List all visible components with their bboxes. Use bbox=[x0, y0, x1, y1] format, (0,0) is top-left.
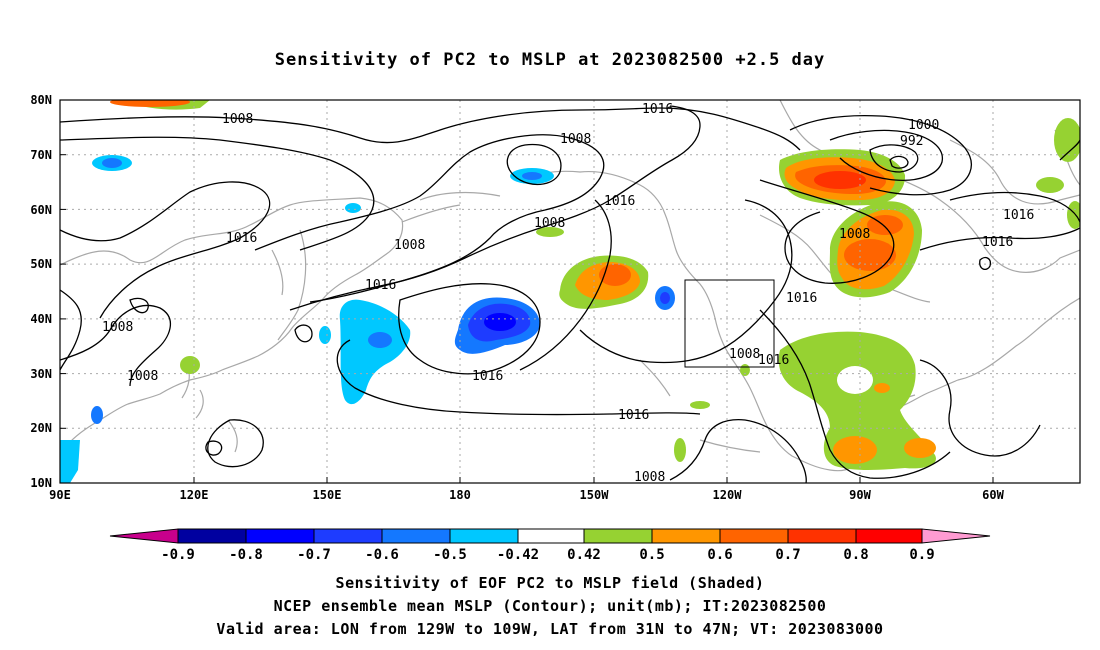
colorbar-swatch bbox=[719, 528, 789, 544]
lat-label: 50N bbox=[30, 257, 52, 271]
chart-title: Sensitivity of PC2 to MSLP at 2023082500… bbox=[274, 50, 826, 70]
colorbar-label: 0.42 bbox=[567, 547, 601, 563]
contour-label: 1008 bbox=[839, 227, 870, 242]
contour-label: 1016 bbox=[226, 231, 257, 246]
colorbar-label: 0.7 bbox=[775, 547, 800, 563]
colorbar: -0.9 -0.8 -0.7 -0.6 -0.5 -0.42 0.42 0.5 … bbox=[109, 528, 991, 563]
lon-label: 90W bbox=[849, 488, 871, 502]
lat-label: 30N bbox=[30, 367, 52, 381]
lat-label: 10N bbox=[30, 476, 52, 490]
contour-label: 1008 bbox=[127, 369, 158, 384]
lon-label: 90E bbox=[49, 488, 71, 502]
lon-labels: 90E 120E 150E 180 150W 120W 90W 60W bbox=[49, 488, 1004, 502]
colorbar-swatch bbox=[583, 528, 653, 544]
lat-label: 70N bbox=[30, 148, 52, 162]
contour-label: 1008 bbox=[729, 347, 760, 362]
caption-line-3: Valid area: LON from 129W to 109W, LAT f… bbox=[216, 620, 884, 638]
contour-label: 1008 bbox=[534, 216, 565, 231]
colorbar-label: 0.6 bbox=[707, 547, 732, 563]
contour-label: 1016 bbox=[472, 369, 503, 384]
sensitivity-shading bbox=[60, 100, 1080, 483]
contour-label: 1016 bbox=[982, 235, 1013, 250]
coastlines bbox=[60, 100, 1080, 472]
colorbar-label: -0.5 bbox=[433, 547, 467, 563]
colorbar-label: 0.5 bbox=[639, 547, 664, 563]
colorbar-label: -0.42 bbox=[497, 547, 539, 563]
colorbar-swatch bbox=[651, 528, 721, 544]
colorbar-label: 0.8 bbox=[843, 547, 868, 563]
axis-ticks bbox=[60, 99, 994, 484]
colorbar-high-triangle bbox=[921, 528, 991, 544]
contour-label: 1016 bbox=[365, 278, 396, 293]
contour-label: 1016 bbox=[618, 408, 649, 423]
contour-label: 1000 bbox=[908, 118, 939, 133]
colorbar-swatch bbox=[381, 528, 451, 544]
contour-label: 1016 bbox=[758, 353, 789, 368]
contour-label: 1008 bbox=[394, 238, 425, 253]
contour-labels: 1016 1008 1000 992 1008 1016 1016 1008 1… bbox=[102, 102, 1034, 485]
lat-labels: 80N 70N 60N 50N 40N 30N 20N 10N bbox=[30, 93, 52, 490]
mslp-contours bbox=[60, 105, 1080, 483]
lat-label: 60N bbox=[30, 203, 52, 217]
lon-label: 180 bbox=[449, 488, 471, 502]
contour-label: 992 bbox=[900, 134, 923, 149]
lon-label: 120W bbox=[713, 488, 743, 502]
colorbar-label: -0.7 bbox=[297, 547, 331, 563]
colorbar-swatch bbox=[313, 528, 383, 544]
contour-label: 1008 bbox=[560, 132, 591, 147]
colorbar-swatch bbox=[855, 528, 923, 544]
lat-label: 40N bbox=[30, 312, 52, 326]
contour-label: 1008 bbox=[222, 112, 253, 127]
map-frame bbox=[59, 99, 1081, 484]
colorbar-swatch bbox=[177, 528, 247, 544]
valid-area-box bbox=[684, 279, 775, 368]
grid-lines bbox=[60, 100, 1080, 483]
colorbar-label: -0.8 bbox=[229, 547, 263, 563]
colorbar-swatch bbox=[245, 528, 315, 544]
colorbar-swatch bbox=[787, 528, 857, 544]
colorbar-label: -0.9 bbox=[161, 547, 195, 563]
colorbar-swatch bbox=[449, 528, 519, 544]
colorbar-low-triangle bbox=[109, 528, 179, 544]
contour-label: 1008 bbox=[102, 320, 133, 335]
lon-label: 60W bbox=[982, 488, 1004, 502]
contour-label: 1008 bbox=[634, 470, 665, 485]
contour-label: 1016 bbox=[604, 194, 635, 209]
caption-line-1: Sensitivity of EOF PC2 to MSLP field (Sh… bbox=[335, 574, 765, 592]
caption-line-2: NCEP ensemble mean MSLP (Contour); unit(… bbox=[273, 597, 827, 615]
colorbar-label: 0.9 bbox=[909, 547, 934, 563]
contour-label: 1016 bbox=[642, 102, 673, 117]
colorbar-swatch bbox=[517, 528, 585, 544]
map-area bbox=[60, 100, 1080, 483]
lon-label: 150W bbox=[580, 488, 610, 502]
lat-label: 20N bbox=[30, 421, 52, 435]
contour-label: 1016 bbox=[786, 291, 817, 306]
colorbar-label: -0.6 bbox=[365, 547, 399, 563]
lon-label: 120E bbox=[180, 488, 209, 502]
lat-label: 80N bbox=[30, 93, 52, 107]
contour-label: 1016 bbox=[1003, 208, 1034, 223]
lon-label: 150E bbox=[313, 488, 342, 502]
